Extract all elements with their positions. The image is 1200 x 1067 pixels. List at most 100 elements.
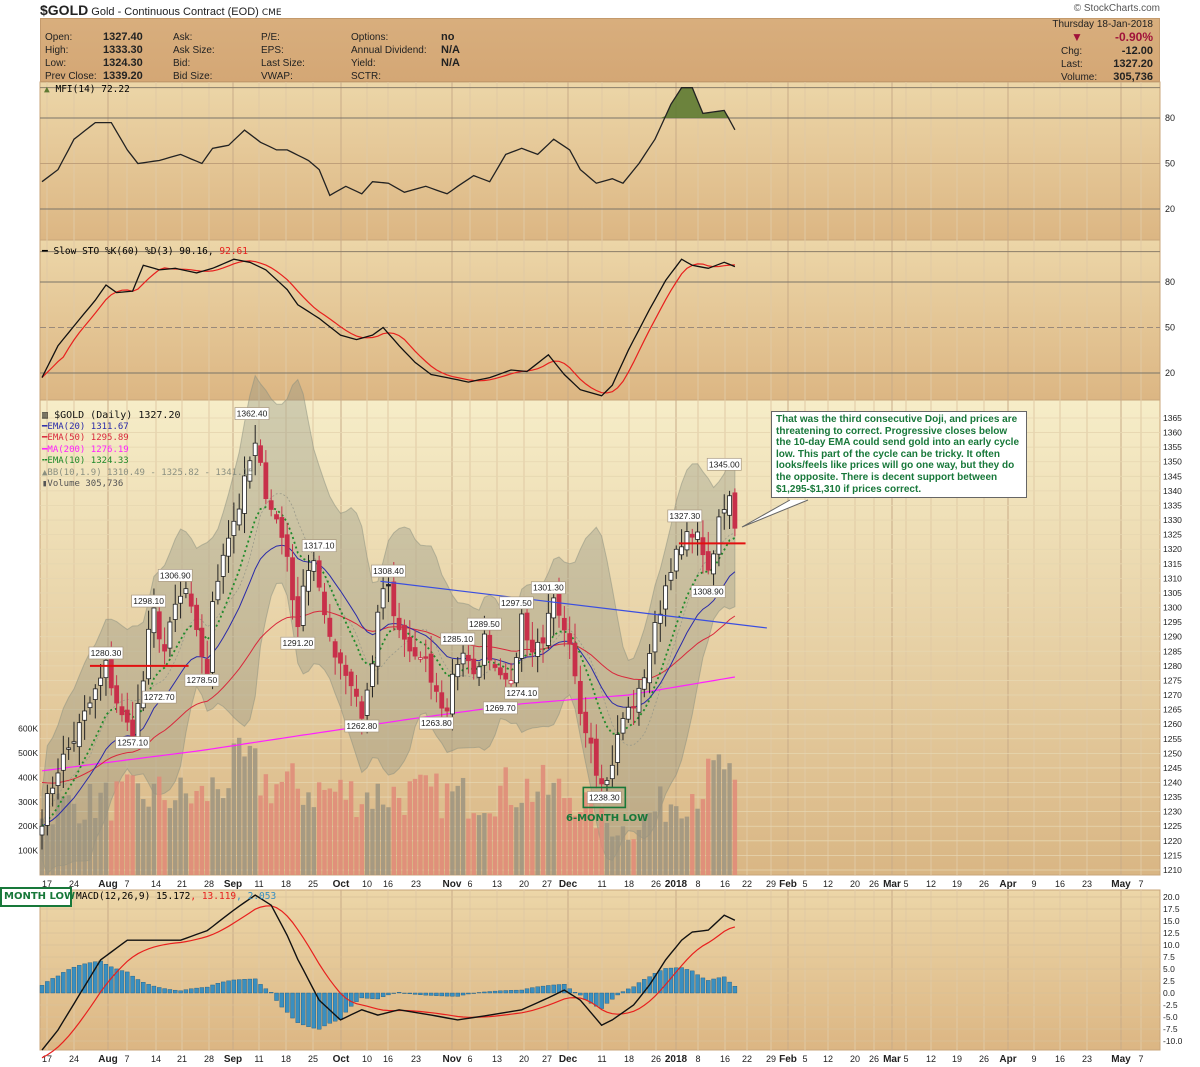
price-label-box: [131, 594, 166, 608]
price-label-box: [440, 632, 476, 646]
macd-histogram-bar: [652, 973, 658, 994]
volume-bar: [93, 818, 98, 875]
price-label: 1306.90: [160, 570, 191, 580]
macd-histogram-bar: [55, 975, 61, 994]
price-axis-label: 1355: [1163, 442, 1182, 452]
x-tick-label: 13: [492, 1054, 502, 1064]
price-label-box: [690, 585, 726, 598]
macd-histogram-bar: [722, 976, 727, 994]
ema20-swatch: ━: [42, 421, 48, 432]
volume-bar: [226, 788, 231, 875]
candle-body: [444, 707, 450, 712]
down-arrow-icon: ▼: [1071, 30, 1083, 44]
candle-body: [567, 633, 573, 645]
volume-bar: [370, 808, 375, 875]
price-label: 1272.70: [144, 692, 175, 702]
price-axis-label: 1260: [1163, 719, 1182, 729]
volume-bar: [583, 792, 588, 875]
candle-body: [39, 825, 45, 836]
candle-body: [348, 671, 354, 687]
volume-bar: [82, 819, 87, 875]
volume-bar: [722, 769, 727, 875]
candle-body: [636, 687, 642, 713]
volume-bar: [141, 799, 146, 875]
x-tick-label: 14: [151, 1054, 161, 1064]
mfi-axis-label: 80: [1165, 113, 1175, 123]
price-label-box: [504, 686, 540, 700]
macd-axis-label: -5.0: [1163, 1012, 1178, 1022]
macd-histogram-bar: [487, 991, 492, 994]
candle-body: [561, 617, 567, 631]
x-tick-label: 20: [519, 1054, 529, 1064]
macd-histogram-bar: [290, 992, 295, 1019]
candle-body: [119, 706, 125, 716]
mfi-overbought-fill: [660, 87, 735, 118]
candle-body: [60, 753, 66, 771]
price-axis-label: 1215: [1163, 850, 1182, 860]
price-label: 1274.10: [506, 688, 537, 698]
volume-bar: [167, 808, 173, 875]
macd-histogram-bar: [45, 981, 50, 994]
volume-bar: [615, 835, 620, 875]
macd-histogram-bar: [716, 977, 722, 994]
macd-histogram-bar: [535, 986, 540, 994]
x-tick-label: 13: [492, 879, 502, 889]
volume-bar: [221, 798, 226, 875]
candle-body: [114, 685, 120, 704]
stockcharts-credit[interactable]: © StockCharts.com: [1073, 3, 1160, 14]
x-tick-label: 21: [177, 879, 187, 889]
mfi-axis-label: 20: [1165, 204, 1175, 214]
x-tick-label: 11: [254, 879, 263, 889]
candle-body: [172, 603, 178, 620]
x-tick-label: 16: [383, 879, 393, 889]
x-tick-label: 26: [979, 1054, 989, 1064]
quote-label: Bid:: [173, 58, 191, 69]
macd-histogram-bar: [199, 987, 205, 994]
volume-bar: [386, 807, 391, 875]
volume-bar: [290, 763, 295, 875]
price-label: 1297.50: [501, 598, 532, 608]
volume-bar: [210, 777, 215, 875]
candle-body: [535, 641, 541, 657]
macd-axis-label: 15.0: [1163, 916, 1180, 926]
volume-bar: [482, 813, 487, 875]
macd-axis-label: -10.0: [1163, 1036, 1183, 1046]
candle-body: [55, 772, 61, 786]
volume-bar: [418, 774, 423, 875]
price-label-box: [184, 673, 220, 687]
macd-histogram-bar: [322, 992, 327, 1027]
x-tick-label: Feb: [779, 879, 797, 890]
x-tick-label: 25: [308, 879, 318, 889]
volume-bar: [498, 785, 503, 875]
macd-histogram-bar: [194, 987, 199, 994]
macd-histogram-bar: [455, 992, 460, 997]
candle-body: [194, 604, 199, 630]
candle-body: [609, 764, 615, 780]
quote-header: Open: 1327.40 High: 1333.30 Low: 1324.30 Prev …: [40, 18, 1160, 83]
volume-bar: [546, 794, 551, 875]
price-label-box: [371, 564, 406, 578]
volume-bar: [700, 799, 706, 875]
price-axis-label: 1340: [1163, 486, 1182, 496]
volume-bar: [66, 795, 71, 875]
x-tick-label: Nov: [443, 879, 462, 890]
price-legend-title: ▥ $GOLD (Daily) 1327.20: [42, 410, 253, 422]
volume-bar: [412, 778, 418, 875]
quote-value: 1339.20: [103, 70, 143, 82]
macd-histogram-bar: [39, 985, 45, 994]
macd-histogram-bar: [93, 961, 98, 994]
x-tick-label: 24: [69, 1054, 79, 1064]
price-label: 1263.80: [421, 718, 452, 728]
macd-histogram-bar: [311, 992, 317, 1029]
candle-body: [631, 706, 637, 709]
candle-body: [402, 624, 407, 640]
volume-bar: [732, 779, 738, 875]
price-label-box: [88, 646, 124, 660]
macd-histogram-bar: [530, 987, 535, 994]
candle-body: [322, 591, 327, 616]
macd-histogram-bar: [610, 992, 615, 1000]
candle-body: [540, 637, 546, 644]
sto-axis-label: 20: [1165, 368, 1175, 378]
volume-bar: [311, 807, 317, 875]
macd-histogram-bar: [178, 990, 183, 994]
